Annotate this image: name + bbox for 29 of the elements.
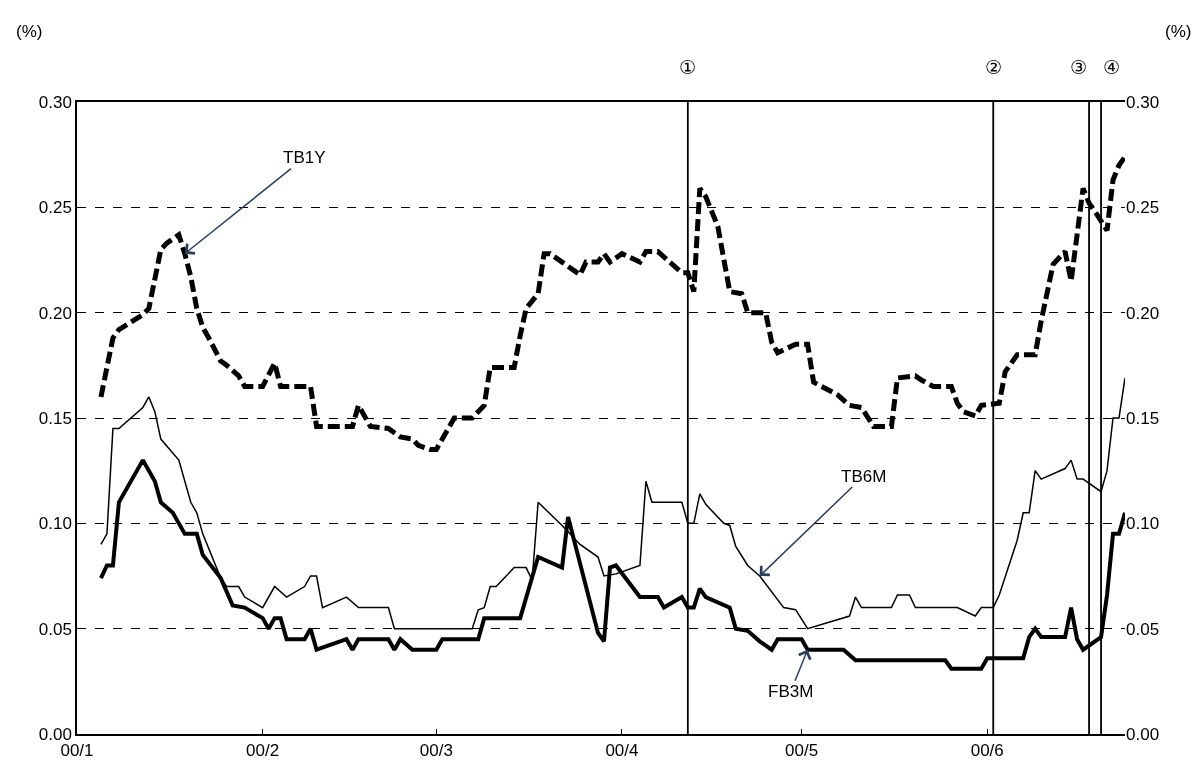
y2-tick-label: 0.15 — [1126, 408, 1160, 428]
x-tick-label: 00/6 — [970, 741, 1004, 761]
x-tick-label: 00/4 — [605, 741, 639, 761]
y2-tick-label: 0.05 — [1126, 619, 1160, 639]
ref-line-label: ④ — [1103, 56, 1121, 78]
y2-axis-title: (%) — [1165, 22, 1192, 41]
ref-line-label: ③ — [1070, 56, 1088, 78]
x-tick-label: 00/2 — [246, 741, 280, 761]
y-tick-label: 0.30 — [38, 92, 72, 112]
y-tick-label: 0.20 — [38, 303, 72, 323]
ref-line-label: ② — [985, 56, 1003, 78]
annotation: FB3M — [768, 682, 814, 701]
y-tick-label: 0.15 — [38, 408, 72, 428]
x-tick-label: 00/3 — [419, 741, 453, 761]
annotation: TB6M — [841, 467, 887, 486]
y-tick-label: 0.05 — [38, 619, 72, 639]
y-tick-label: 0.10 — [38, 514, 72, 534]
x-tick-label: 00/1 — [60, 741, 94, 761]
ref-line-label: ① — [679, 56, 697, 78]
y2-tick-label: 0.10 — [1126, 514, 1160, 534]
y-tick-label: 0.25 — [38, 198, 72, 218]
x-tick-label: 00/5 — [785, 741, 819, 761]
y-tick-label: 0.00 — [38, 724, 72, 744]
y2-tick-label: 0.20 — [1126, 303, 1160, 323]
annotation: TB1Y — [283, 148, 326, 167]
y2-tick-label: 0.30 — [1126, 92, 1160, 112]
y-axis-title: (%) — [16, 22, 43, 41]
y2-tick-label: 0.00 — [1126, 724, 1160, 744]
y2-tick-label: 0.25 — [1126, 198, 1160, 218]
